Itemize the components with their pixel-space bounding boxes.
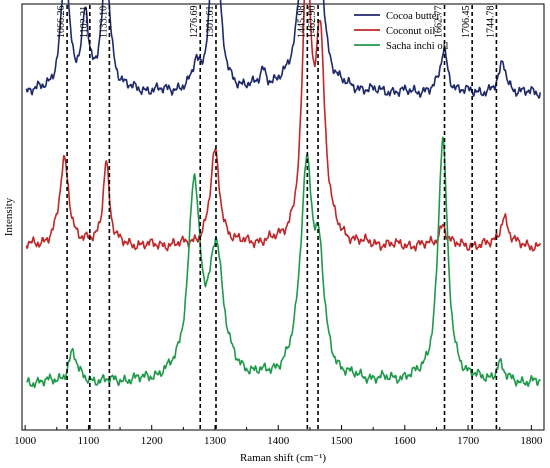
peak-marker-label: 1102.21 xyxy=(79,6,90,38)
peak-marker-label: 1445.98 xyxy=(296,6,307,39)
plot-frame xyxy=(21,3,545,431)
series-line xyxy=(25,0,541,252)
x-tick-label: 1000 xyxy=(14,435,37,447)
x-axis-title: Raman shift (cm⁻¹) xyxy=(240,452,326,464)
series-line xyxy=(25,136,541,389)
series-line xyxy=(25,0,541,99)
x-axis: 1000 1100 1200 1300 1400 1500 1600 1700 1800 xyxy=(14,425,543,447)
series-layer xyxy=(25,0,541,389)
x-tick-label: 1600 xyxy=(394,435,417,447)
peak-marker-label: 1662.77 xyxy=(434,6,445,39)
peak-marker-label: 1276.69 xyxy=(189,6,200,39)
x-tick-label: 1200 xyxy=(141,435,164,447)
legend-label: Coconut oil xyxy=(386,26,435,37)
peak-marker-label: 1133.10 xyxy=(98,6,109,38)
peak-marker-label: 1462.90 xyxy=(307,6,318,39)
x-tick-label: 1300 xyxy=(204,435,227,447)
peak-marker-label: 1706.45 xyxy=(461,6,472,39)
peak-marker-label: 1744.78 xyxy=(485,6,496,39)
x-tick-label: 1700 xyxy=(457,435,480,447)
legend-label: Sacha inchi oil xyxy=(386,41,448,52)
x-tick-label: 1800 xyxy=(520,435,543,447)
legend-label: Cocoa butter xyxy=(386,11,440,22)
x-tick-label: 1500 xyxy=(331,435,354,447)
x-tick-label: 1100 xyxy=(78,435,100,447)
peak-marker-label: 1301.61 xyxy=(205,6,216,39)
y-axis-title: Intensity xyxy=(3,197,15,236)
peak-marker-label: 1066.26 xyxy=(56,6,67,39)
legend: Cocoa butter Coconut oil Sacha inchi oil xyxy=(354,11,448,52)
peak-marker-layer: 1066.26 1102.21 1133.10 1276.69 1301.61 1445.… xyxy=(56,5,498,430)
x-tick-label: 1400 xyxy=(267,435,290,447)
